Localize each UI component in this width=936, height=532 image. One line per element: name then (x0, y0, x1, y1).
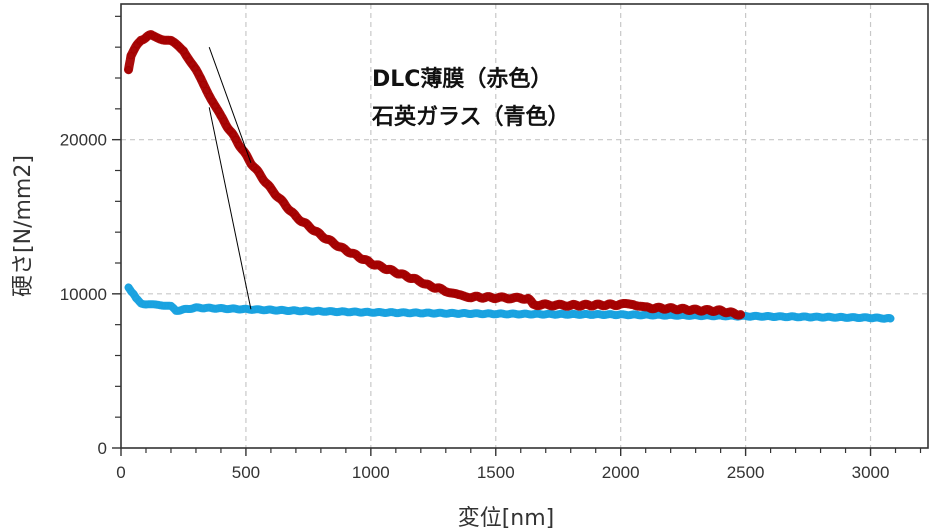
data-point-marker (194, 69, 202, 77)
grid-lines (121, 4, 928, 448)
series-dlc (124, 30, 746, 320)
data-point-marker (217, 111, 225, 120)
leader-line-dlc (208, 46, 252, 163)
data-point-marker (124, 283, 133, 292)
x-tick-label: 2500 (727, 463, 765, 482)
data-series (124, 30, 895, 323)
y-tick-label: 0 (98, 439, 107, 458)
plot-frame (120, 3, 929, 449)
data-point-marker (220, 117, 228, 125)
data-point-marker (735, 311, 744, 319)
data-point-marker (199, 80, 208, 89)
axis-ticks (112, 15, 922, 456)
annotation-quartz-label: 石英ガラス（青色） (371, 104, 570, 130)
axis-tick-labels: 0 500 1000 1500 2000 2500 3000 0 10000 20000 (60, 131, 890, 482)
x-tick-label: 1500 (477, 463, 515, 482)
x-tick-label: 1000 (352, 463, 390, 482)
series-quartz (124, 283, 895, 323)
x-tick-label: 0 (116, 463, 125, 482)
annotation-leader-lines (208, 46, 252, 310)
y-tick-label: 10000 (60, 285, 107, 304)
x-tick-label: 2000 (602, 463, 640, 482)
data-point-marker (886, 314, 895, 323)
x-tick-label: 500 (232, 463, 260, 482)
data-point-marker (127, 52, 135, 60)
data-point-marker (197, 74, 205, 83)
leader-line-quartz (208, 107, 252, 310)
data-point-marker (232, 135, 240, 144)
y-axis-title: 硬さ[N/mm2] (11, 155, 36, 297)
x-axis-title: 変位[nm] (458, 506, 555, 531)
data-point-marker (129, 290, 138, 298)
annotation-dlc-label: DLC薄膜（赤色） (372, 66, 552, 92)
data-point-marker (124, 66, 133, 74)
x-tick-label: 3000 (852, 463, 890, 482)
data-point-marker (202, 86, 211, 95)
y-tick-label: 20000 (60, 131, 107, 150)
